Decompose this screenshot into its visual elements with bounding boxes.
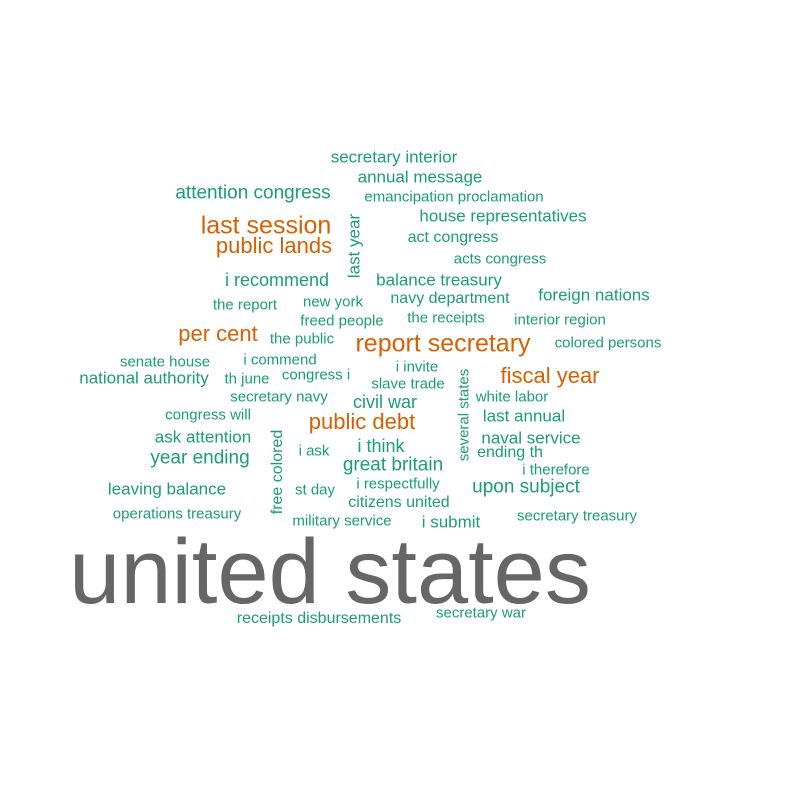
word-report-secretary: report secretary bbox=[355, 329, 531, 358]
word-new-york: new york bbox=[302, 293, 364, 311]
word-national-authority: national authority bbox=[79, 368, 209, 388]
word-the-public: the public bbox=[269, 330, 335, 348]
word-naval-service: naval service bbox=[481, 428, 581, 448]
word-senate-house: senate house bbox=[119, 353, 211, 371]
word-i-submit: i submit bbox=[421, 512, 481, 532]
word-fiscal-year: fiscal year bbox=[500, 363, 600, 388]
word-ask-attention: ask attention bbox=[154, 427, 252, 447]
word-secretary-navy: secretary navy bbox=[230, 388, 328, 406]
word-i-respectfully: i respectfully bbox=[356, 475, 440, 493]
word-balance-treasury: balance treasury bbox=[376, 270, 502, 290]
word-last-year: last year bbox=[344, 213, 364, 279]
word-year-ending: year ending bbox=[150, 447, 250, 469]
word-i-ask: i ask bbox=[298, 442, 330, 460]
word-last-session: last session bbox=[200, 211, 332, 240]
word-citizens-united: citizens united bbox=[348, 494, 450, 511]
word-slave-trade: slave trade bbox=[371, 375, 445, 393]
word-attention-congress: attention congress bbox=[175, 182, 331, 204]
word-i-recommend: i recommend bbox=[224, 270, 330, 290]
word-per-cent: per cent bbox=[178, 321, 258, 346]
word-th-june: th june bbox=[224, 370, 270, 388]
word-act-congress: act congress bbox=[407, 229, 499, 246]
word-operations-treasury: operations treasury bbox=[112, 505, 242, 523]
word-foreign-nations: foreign nations bbox=[538, 285, 650, 305]
word-secretary-interior: secretary interior bbox=[330, 147, 458, 167]
word-freed-people: freed people bbox=[300, 312, 384, 330]
word-st-day: st day bbox=[294, 481, 336, 499]
word-navy-department: navy department bbox=[390, 290, 510, 307]
word-united-states: united states bbox=[69, 521, 591, 623]
word-i-invite: i invite bbox=[395, 358, 439, 376]
word-civil-war: civil war bbox=[352, 392, 418, 412]
word-i-therefore: i therefore bbox=[522, 461, 590, 479]
word-acts-congress: acts congress bbox=[453, 250, 547, 268]
word-several-states: several states bbox=[455, 368, 473, 462]
word-ending-th: ending th bbox=[477, 444, 543, 461]
word-free-colored: free colored bbox=[269, 429, 286, 515]
word-white-labor: white labor bbox=[475, 388, 549, 406]
word-congress-i: congress i bbox=[281, 366, 351, 384]
word-interior-region: interior region bbox=[514, 311, 606, 329]
word-public-lands: public lands bbox=[215, 233, 333, 258]
word-the-receipts: the receipts bbox=[407, 309, 485, 327]
word-annual-message: annual message bbox=[357, 167, 483, 187]
word-military-service: military service bbox=[292, 512, 392, 530]
word-leaving-balance: leaving balance bbox=[107, 479, 227, 499]
word-upon-subject: upon subject bbox=[472, 476, 580, 498]
word-congress-will: congress will bbox=[165, 406, 251, 424]
word-secretary-war: secretary war bbox=[435, 604, 527, 622]
word-the-report: the report bbox=[212, 296, 278, 314]
word-public-debt: public debt bbox=[308, 409, 416, 434]
word-receipts-disbursements: receipts disbursements bbox=[236, 610, 402, 627]
word-great-britain: great britain bbox=[342, 454, 444, 476]
word-emancipation-proclamation: emancipation proclamation bbox=[364, 188, 544, 206]
word-colored-persons: colored persons bbox=[554, 334, 662, 352]
word-i-commend: i commend bbox=[243, 351, 317, 369]
word-last-annual: last annual bbox=[482, 406, 566, 426]
word-i-think: i think bbox=[357, 436, 405, 456]
word-secretary-treasury: secretary treasury bbox=[516, 507, 638, 525]
word-house-representatives: house representatives bbox=[419, 206, 587, 226]
